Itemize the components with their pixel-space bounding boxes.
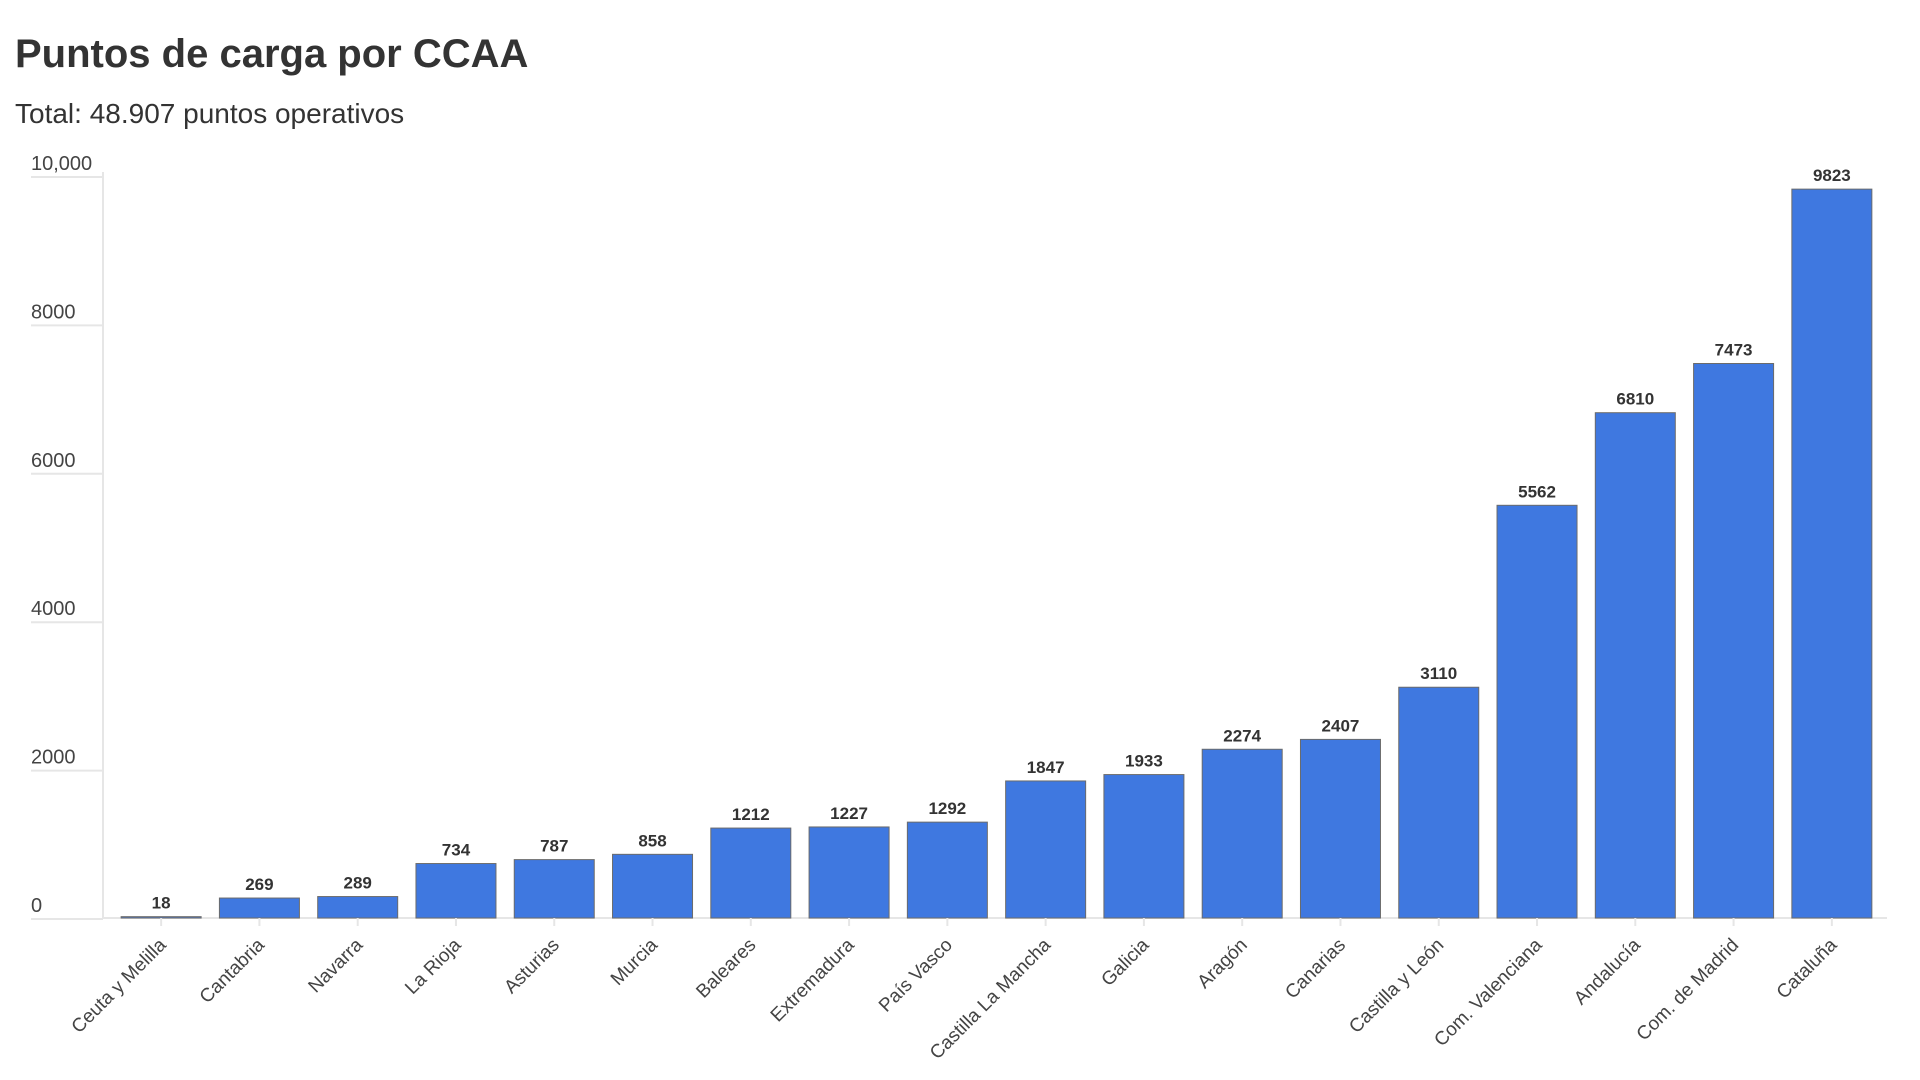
category-label: Aragón: [1194, 935, 1252, 993]
category-label: Castilla y León: [1345, 935, 1448, 1038]
bar-galicia: [1103, 774, 1185, 919]
value-label: 1227: [830, 804, 868, 823]
value-label: 2407: [1322, 716, 1360, 735]
category-label: Navarra: [305, 934, 368, 997]
value-label: 858: [638, 831, 666, 850]
bar-com-valenciana: [1496, 504, 1578, 919]
bar-andaluc-a: [1594, 412, 1676, 919]
value-label: 5562: [1518, 482, 1556, 501]
category-label: Galicia: [1098, 934, 1154, 990]
category-label: Cataluña: [1773, 934, 1842, 1003]
bar-la-rioja: [415, 863, 497, 919]
bar-murcia: [612, 853, 694, 919]
category-label: Canarias: [1281, 935, 1350, 1004]
bar-castilla-y-le-n: [1398, 686, 1480, 919]
category-label: Com. Valenciana: [1430, 934, 1546, 1050]
category-label: Baleares: [692, 935, 760, 1003]
bar-castilla-la-mancha: [1005, 780, 1087, 919]
bar-extremadura: [808, 826, 890, 919]
category-label: País Vasco: [875, 935, 957, 1017]
bar-com-de-madrid: [1693, 363, 1775, 919]
y-tick-label: 10,000: [31, 153, 92, 175]
category-label: Andalucía: [1570, 934, 1645, 1009]
value-label: 9823: [1813, 166, 1851, 185]
bar-ceuta-y-melilla: [120, 916, 202, 919]
chart-subtitle: Total: 48.907 puntos operativos: [15, 98, 405, 129]
category-label: Com. de Madrid: [1633, 935, 1743, 1045]
bar-navarra: [317, 896, 399, 919]
category-label: Asturias: [500, 935, 563, 998]
value-label: 3110: [1420, 664, 1457, 683]
value-label: 1212: [732, 805, 770, 824]
y-tick-label: 4000: [31, 598, 76, 620]
category-label: Cantabria: [196, 934, 269, 1007]
value-label: 1847: [1027, 758, 1065, 777]
category-label: La Rioja: [401, 934, 465, 998]
y-tick-label: 2000: [31, 747, 76, 769]
value-label: 1933: [1125, 752, 1163, 771]
value-label: 2274: [1223, 726, 1261, 745]
value-label: 7473: [1715, 341, 1753, 360]
category-label: Extremadura: [767, 934, 859, 1026]
value-label: 1292: [928, 799, 966, 818]
bar-baleares: [710, 827, 792, 919]
value-label: 6810: [1616, 390, 1654, 409]
bar-pa-s-vasco: [906, 821, 988, 919]
y-tick-label: 0: [31, 895, 42, 917]
bar-asturias: [513, 859, 595, 919]
value-label: 734: [442, 841, 471, 860]
bar-catalu-a: [1791, 188, 1873, 919]
value-label: 289: [344, 874, 372, 893]
chart-title: Puntos de carga por CCAA: [15, 32, 529, 76]
category-label: Ceuta y Melilla: [68, 934, 171, 1037]
y-tick-label: 8000: [31, 301, 76, 323]
value-label: 787: [540, 837, 568, 856]
category-label: Murcia: [607, 934, 662, 989]
value-label: 18: [152, 894, 171, 913]
bar-canarias: [1299, 738, 1381, 919]
value-label: 269: [245, 875, 273, 894]
bar-cantabria: [218, 897, 300, 919]
bar-arag-n: [1201, 748, 1283, 919]
y-tick-label: 6000: [31, 450, 76, 472]
